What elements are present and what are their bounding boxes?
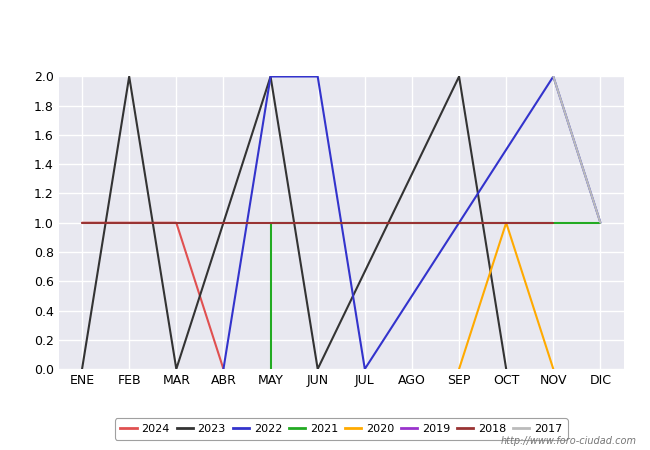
Text: Afiliados en Valmala a 30/9/2024: Afiliados en Valmala a 30/9/2024 (188, 14, 462, 32)
Text: http://www.foro-ciudad.com: http://www.foro-ciudad.com (501, 436, 637, 446)
Legend: 2024, 2023, 2022, 2021, 2020, 2019, 2018, 2017: 2024, 2023, 2022, 2021, 2020, 2019, 2018… (115, 418, 567, 440)
